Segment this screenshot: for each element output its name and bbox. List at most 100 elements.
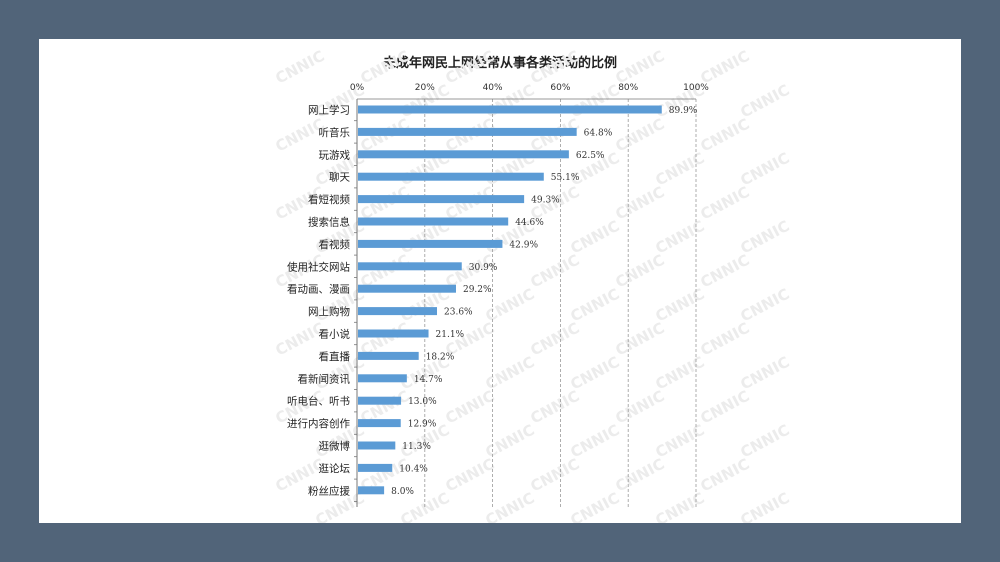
watermark-text: CNNIC <box>737 149 792 190</box>
watermark-text: CNNIC <box>612 319 667 360</box>
watermark-text: CNNIC <box>482 353 537 394</box>
watermark-text: CNNIC <box>697 319 752 360</box>
bar <box>358 262 462 271</box>
category-label: 网上购物 <box>308 305 350 318</box>
watermark-text: CNNIC <box>442 47 497 88</box>
value-label: 23.6% <box>444 308 473 318</box>
category-label: 粉丝应援 <box>308 484 350 497</box>
value-label: 18.2% <box>426 352 455 362</box>
category-label: 进行内容创作 <box>287 417 350 430</box>
value-label: 21.1% <box>436 330 465 340</box>
bar <box>358 463 393 472</box>
watermark-text: CNNIC <box>482 421 537 462</box>
watermark-text: CNNIC <box>442 387 497 428</box>
watermark-text: CNNIC <box>652 353 707 394</box>
x-tick-label: 20% <box>415 83 435 93</box>
category-label: 逛论坛 <box>319 462 351 475</box>
category-label: 看小说 <box>319 328 351 341</box>
value-label: 49.3% <box>531 196 560 206</box>
bar <box>358 486 385 495</box>
watermark-text: CNNIC <box>652 285 707 326</box>
value-label: 44.6% <box>515 218 544 228</box>
category-label: 网上学习 <box>308 104 350 117</box>
category-label: 看新闻资讯 <box>298 372 351 385</box>
bar <box>358 239 503 248</box>
watermark-text: CNNIC <box>527 387 582 428</box>
watermark-text: CNNIC <box>612 251 667 292</box>
value-label: 11.3% <box>402 442 431 452</box>
bar <box>358 307 438 316</box>
bar <box>358 172 544 181</box>
category-label: 看直播 <box>319 350 351 363</box>
watermark-text: CNNIC <box>567 489 622 523</box>
bar <box>358 419 401 428</box>
value-label: 42.9% <box>509 240 538 250</box>
watermark-text: CNNIC <box>527 251 582 292</box>
watermark-text: CNNIC <box>697 455 752 496</box>
watermark-text: CNNIC <box>357 183 412 224</box>
watermark-text: CNNIC <box>612 183 667 224</box>
value-label: 55.1% <box>551 173 580 183</box>
watermark-text: CNNIC <box>567 353 622 394</box>
bar <box>358 374 407 383</box>
x-tick-label: 80% <box>618 83 638 93</box>
bar <box>358 105 662 114</box>
watermark-text: CNNIC <box>737 421 792 462</box>
watermark-text: CNNIC <box>612 387 667 428</box>
chart-title: 未成年网民上网经常从事各类活动的比例 <box>382 56 617 71</box>
category-label: 玩游戏 <box>319 148 351 161</box>
x-tick-label: 40% <box>483 83 503 93</box>
watermark-text: CNNIC <box>612 455 667 496</box>
watermark-text: CNNIC <box>737 81 792 122</box>
value-label: 30.9% <box>469 263 498 273</box>
watermark-text: CNNIC <box>442 455 497 496</box>
watermark-text: CNNIC <box>697 115 752 156</box>
category-label: 看视频 <box>319 238 351 251</box>
category-label: 搜索信息 <box>308 216 350 229</box>
category-label: 聊天 <box>329 171 350 184</box>
bar <box>358 195 525 204</box>
watermark-text: CNNIC <box>652 421 707 462</box>
watermark-text: CNNIC <box>737 489 792 523</box>
watermark-text: CNNIC <box>567 421 622 462</box>
watermark-text: CNNIC <box>527 319 582 360</box>
bar <box>358 351 419 360</box>
slide-panel: 未成年网民上网经常从事各类活动的比例 CNNIC CNNIC CNNIC CNNIC C… <box>39 39 961 523</box>
watermark-text: CNNIC <box>652 149 707 190</box>
category-label: 听音乐 <box>319 126 351 139</box>
watermark-text: CNNIC <box>612 115 667 156</box>
watermark-text: CNNIC <box>652 489 707 523</box>
watermark-text: CNNIC <box>697 183 752 224</box>
watermark-text: CNNIC <box>272 47 327 88</box>
value-label: 64.8% <box>584 128 613 138</box>
watermark-text: CNNIC <box>737 353 792 394</box>
watermark-text: CNNIC <box>697 387 752 428</box>
bar <box>358 127 577 136</box>
watermark-text: CNNIC <box>527 455 582 496</box>
watermark-text: CNNIC <box>737 217 792 258</box>
value-label: 14.7% <box>414 375 443 385</box>
category-label: 看动画、漫画 <box>287 283 350 296</box>
x-tick-label: 60% <box>550 83 570 93</box>
category-label: 逛微博 <box>319 440 351 453</box>
bar <box>358 329 429 338</box>
bar <box>358 441 396 450</box>
watermark-text: CNNIC <box>357 47 412 88</box>
bar <box>358 150 569 159</box>
value-label: 8.0% <box>391 487 414 497</box>
watermark-text: CNNIC <box>737 285 792 326</box>
watermark-text: CNNIC <box>482 489 537 523</box>
watermark-text: CNNIC <box>697 251 752 292</box>
bar <box>358 284 456 293</box>
value-label: 12.9% <box>408 420 437 430</box>
value-label: 89.9% <box>669 106 698 116</box>
x-tick-label: 100% <box>683 83 709 93</box>
watermark-text: CNNIC <box>442 183 497 224</box>
watermark-text: CNNIC <box>652 217 707 258</box>
category-label: 使用社交网站 <box>287 260 350 273</box>
watermark-text: CNNIC <box>697 47 752 88</box>
value-label: 62.5% <box>576 151 605 161</box>
watermark-text: CNNIC <box>527 47 582 88</box>
